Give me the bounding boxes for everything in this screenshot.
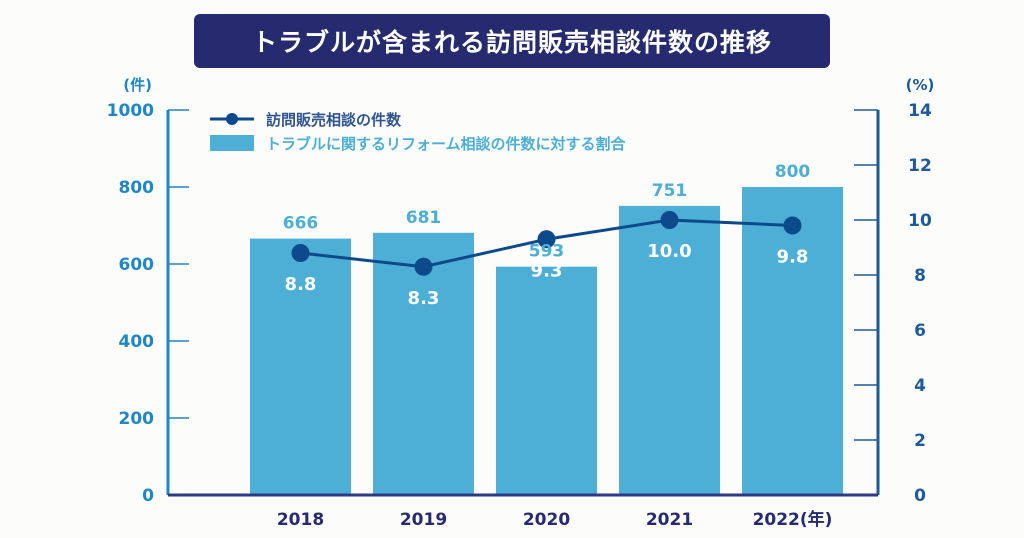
line-point-2022 [783,216,802,235]
line-value-label: 9.8 [777,247,809,268]
line-point-2021 [660,211,679,229]
chart-title-box: トラブルが含まれる訪問販売相談件数の推移 [194,14,830,68]
left-axis-tick-label: 800 [119,178,155,198]
line-series [291,211,802,276]
bar-value-label: 666 [283,214,319,234]
bar-2019 [373,232,474,495]
right-axis-tick-label: 10 [908,211,932,231]
line-value-label: 8.8 [285,274,317,295]
bar-value-label: 751 [652,181,688,201]
x-tick-label: 2019 [400,510,447,530]
x-tick-label: 2022(年) [753,509,833,530]
bars [250,187,843,496]
right-axis-tick-label: 4 [914,376,926,396]
legend-line-marker [226,113,238,125]
right-axis-tick-label: 2 [914,431,926,451]
left-axis-tick-label: 400 [119,332,155,352]
left-axis-tick-label: 600 [119,255,155,275]
left-axis-tick-label: 200 [119,409,155,429]
right-axis-tick-label: 6 [914,321,926,341]
right-axis-tick-label: 14 [908,101,932,121]
bar-2018 [250,238,351,495]
line-point-2018 [291,244,310,262]
right-axis-tick-label: 0 [914,486,926,506]
right-axis-unit: (%) [906,76,935,94]
legend-bar-swatch [210,135,254,151]
chart-title: トラブルが含まれる訪問販売相談件数の推移 [251,28,772,57]
left-axis: 0 200 400 600 800 1000 (件) [107,76,189,506]
x-tick-label: 2018 [277,510,324,530]
line-point-2020 [537,230,556,249]
bar-2021 [619,205,720,496]
left-axis-tick-label: 1000 [107,101,154,121]
x-tick-label: 2020 [523,510,570,530]
line-value-label: 8.3 [408,288,440,309]
right-axis-tick-label: 12 [908,156,932,176]
data-labels: 666 681 593 751 800 8.8 8.3 9.3 10.0 9.8 [283,162,811,309]
line-value-label: 9.3 [531,260,563,281]
bar-2020 [496,266,597,495]
line-point-2019 [414,257,433,276]
x-tick-label: 2021 [646,510,693,530]
bar-2022 [742,187,843,495]
legend-line-label: 訪問販売相談の件数 [266,111,402,129]
bar-value-label: 593 [529,242,565,262]
x-axis: 2018 2019 2020 2021 2022(年) [168,493,878,530]
right-axis: 0 2 4 6 8 10 12 14 (%) [854,76,934,506]
legend-bar-label: トラブルに関するリフォーム相談の件数に対する割合 [266,135,627,153]
right-axis-tick-label: 8 [914,266,926,286]
bar-value-label: 681 [406,208,442,228]
line-value-label: 10.0 [647,241,691,262]
left-axis-tick-label: 0 [142,486,154,506]
left-axis-unit: (件) [123,76,152,94]
bar-value-label: 800 [775,162,811,182]
